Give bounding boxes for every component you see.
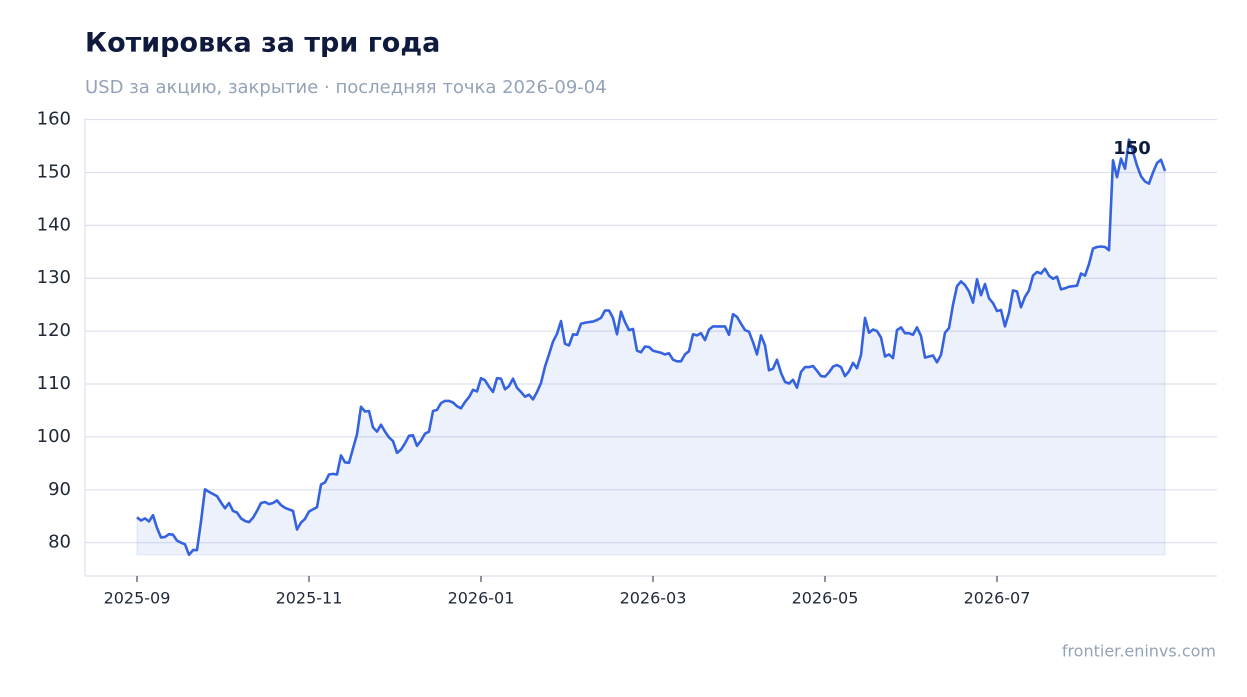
line: [136, 138, 1167, 557]
y-tick-label: 140: [37, 214, 71, 235]
x-tick-label: 2026-07: [964, 589, 1031, 608]
chart-subtitle: USD за акцию, закрытие · последняя точка…: [85, 77, 607, 98]
y-tick-label: 80: [48, 532, 71, 553]
y-tick-label: 110: [37, 373, 71, 394]
chart-title: Котировка за три года: [85, 28, 440, 59]
y-tick-label: 150: [37, 161, 71, 182]
source: frontier.eninvs.com: [1062, 642, 1216, 661]
x-tick-label: 2025-09: [104, 589, 171, 608]
last-value-label: 150: [1113, 138, 1151, 159]
y-tick-label: 90: [48, 479, 71, 500]
x-tick-label: 2026-05: [792, 589, 859, 608]
y-tick-label: 120: [37, 320, 71, 341]
y-tick-label: 130: [37, 267, 71, 288]
y-tick-label: 100: [37, 426, 71, 447]
x-tick-label: 2026-01: [448, 589, 515, 608]
y-tick-label: 160: [37, 109, 71, 130]
x-tick-label: 2026-03: [620, 589, 687, 608]
x-tick-label: 2025-11: [276, 589, 343, 608]
